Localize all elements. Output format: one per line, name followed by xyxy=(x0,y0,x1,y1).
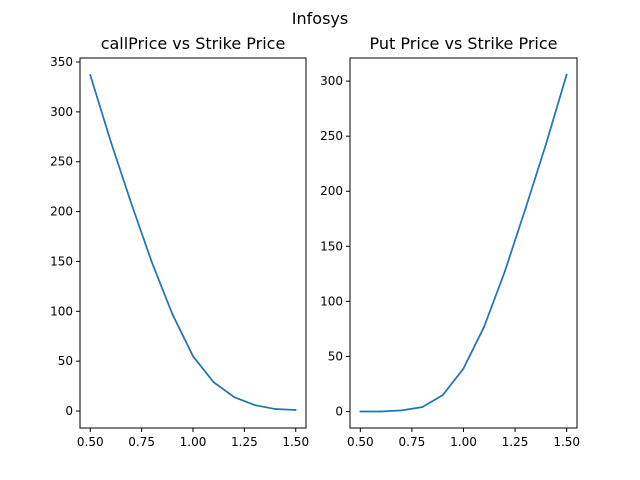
call-price-data-point xyxy=(171,313,174,316)
call-price-y-tick-label: 250 xyxy=(50,155,73,169)
put-price-y-tick-label: 0 xyxy=(335,404,343,418)
put-price-data-point xyxy=(359,410,362,413)
put-price-y-tick-label: 100 xyxy=(320,294,343,308)
put-price-data-point xyxy=(483,325,486,328)
call-price-data-point xyxy=(151,261,153,264)
call-price-data-point xyxy=(274,408,277,410)
call-price-y-tick-label: 0 xyxy=(65,404,73,418)
call-price-data-point xyxy=(192,355,194,358)
call-price-data-point xyxy=(294,409,297,411)
call-price-data-point xyxy=(212,381,215,384)
call-price-x-tick-label: 1.50 xyxy=(282,435,309,449)
put-price-x-tick-label: 0.75 xyxy=(399,435,426,449)
put-price-data-point xyxy=(380,410,382,413)
call-price-y-tick-label: 350 xyxy=(50,55,73,69)
call-price-x-tick-label: 0.50 xyxy=(77,435,104,449)
put-price-data-point xyxy=(565,73,568,76)
put-price-data-point xyxy=(441,394,444,396)
call-price-x-tick-label: 1.00 xyxy=(180,435,207,449)
put-price-y-tick-label: 150 xyxy=(320,239,343,253)
put-price-data-point xyxy=(524,207,527,210)
call-price-y-tick-label: 150 xyxy=(50,254,73,268)
call-price-data-point xyxy=(233,396,235,398)
call-price-data-point xyxy=(253,404,256,406)
put-price-x-tick-label: 1.25 xyxy=(502,435,529,449)
call-price-y-tick-label: 100 xyxy=(50,304,73,318)
put-price-x-tick-label: 1.50 xyxy=(553,435,580,449)
call-price-y-tick-label: 50 xyxy=(58,354,73,368)
put-price-y-tick-label: 300 xyxy=(320,74,343,88)
call-price-data-point xyxy=(89,74,92,76)
call-price-x-tick-label: 0.75 xyxy=(128,435,155,449)
put-price-data-point xyxy=(421,406,424,408)
put-price-y-tick-label: 250 xyxy=(320,129,343,143)
call-price-y-tick-label: 200 xyxy=(50,205,73,219)
put-price-x-tick-label: 1.00 xyxy=(450,435,477,449)
put-price-data-point xyxy=(400,409,403,412)
put-price-data-point xyxy=(545,142,547,145)
figure-suptitle: Infosys xyxy=(292,9,348,28)
call-price-x-tick-label: 1.25 xyxy=(231,435,258,449)
call-price-chart-title: callPrice vs Strike Price xyxy=(101,34,286,53)
put-price-y-tick-label: 50 xyxy=(328,349,343,363)
put-price-data-point xyxy=(503,270,506,273)
put-price-subplot: Put Price vs Strike Price 0.50 0.75 1.00 1.2… xyxy=(320,34,580,449)
put-price-chart-title: Put Price vs Strike Price xyxy=(370,34,558,53)
put-price-y-tick-label: 200 xyxy=(320,184,343,198)
call-price-data-point xyxy=(130,202,133,205)
put-price-data-point xyxy=(462,367,465,370)
call-price-subplot: callPrice vs Strike Price 0.50 0.75 1.00 1.2… xyxy=(50,34,309,449)
put-price-x-tick-label: 0.50 xyxy=(347,435,374,449)
call-price-data-point xyxy=(109,140,112,143)
call-price-y-tick-label: 300 xyxy=(50,105,73,119)
